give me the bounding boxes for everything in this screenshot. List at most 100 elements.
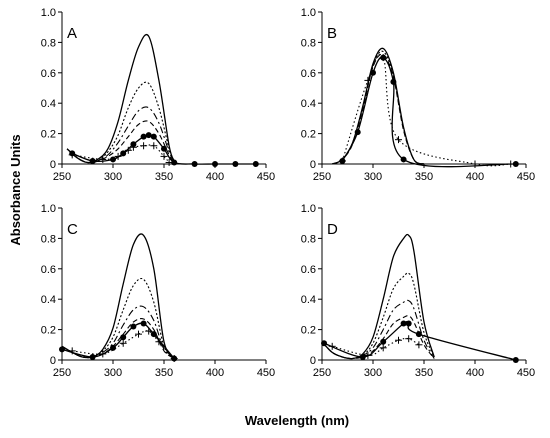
data-point-circle bbox=[232, 161, 239, 167]
series-line-solid bbox=[61, 233, 175, 359]
y-tick-label: 0.2 bbox=[41, 325, 56, 337]
y-tick-label: 0.2 bbox=[301, 129, 316, 141]
y-tick-label: 0.8 bbox=[301, 233, 316, 245]
data-point-plus bbox=[338, 157, 346, 165]
data-point-circle bbox=[150, 133, 157, 140]
y-tick-label: 0.4 bbox=[301, 294, 316, 306]
panel-label: A bbox=[67, 25, 77, 42]
data-point-circle bbox=[145, 132, 152, 139]
data-point-plus bbox=[135, 330, 142, 338]
data-point-plus bbox=[99, 155, 107, 163]
panel-label: D bbox=[327, 221, 338, 238]
data-point-plus bbox=[379, 344, 387, 352]
y-tick-label: 1.0 bbox=[301, 7, 316, 19]
y-tick-label: 0.4 bbox=[301, 98, 316, 110]
data-point-circle bbox=[59, 346, 65, 353]
data-point-plus bbox=[68, 347, 76, 355]
panel-d: 0 0.2 0.4 0.6 0.8 1.0 250 300 350 400 450 D bbox=[301, 203, 535, 379]
data-point-plus bbox=[114, 152, 122, 160]
panel-label: C bbox=[67, 221, 78, 238]
data-point-plus bbox=[140, 142, 148, 150]
panel-b: 0 0.2 0.4 0.6 0.8 1.0 250 300 350 400 450 B bbox=[301, 7, 535, 183]
data-point-plus bbox=[160, 152, 168, 160]
series-line-dotted bbox=[61, 277, 175, 359]
x-tick-label: 450 bbox=[257, 367, 275, 379]
x-tick-label: 300 bbox=[104, 367, 122, 379]
y-tick-label: 0.8 bbox=[41, 233, 56, 245]
data-point-circle bbox=[140, 320, 147, 327]
data-point-circle bbox=[252, 161, 259, 167]
x-tick-label: 250 bbox=[313, 367, 331, 379]
x-tick-label: 400 bbox=[206, 171, 224, 183]
y-tick-label: 1.0 bbox=[41, 7, 56, 19]
series-line-solid bbox=[331, 47, 425, 165]
x-axis-label: Wavelength (nm) bbox=[245, 413, 349, 428]
y-tick-label: 0 bbox=[310, 355, 316, 367]
series-line-dotted bbox=[331, 50, 425, 165]
x-tick-label: 400 bbox=[206, 367, 224, 379]
chart-panels: 0 0.2 0.4 0.6 0.8 1.0 250 300 350 400 450 A 0 0.2 0.4 0… bbox=[41, 7, 535, 379]
x-tick-label: 450 bbox=[257, 171, 275, 183]
data-point-plus bbox=[165, 158, 173, 166]
series-line-solid bbox=[66, 33, 175, 164]
y-tick-label: 0 bbox=[50, 355, 56, 367]
x-tick-label: 400 bbox=[466, 367, 484, 379]
data-point-plus bbox=[155, 338, 163, 346]
data-point-circle bbox=[150, 331, 157, 338]
y-tick-label: 0 bbox=[50, 159, 56, 171]
y-tick-label: 0.2 bbox=[301, 325, 316, 337]
data-point-plus bbox=[129, 143, 137, 151]
data-point-plus bbox=[68, 151, 76, 159]
x-tick-label: 250 bbox=[53, 171, 71, 183]
panel-label: B bbox=[327, 25, 337, 42]
data-point-circle bbox=[130, 323, 137, 330]
data-point-circle bbox=[161, 145, 167, 152]
series-line-dashed bbox=[66, 120, 175, 164]
x-tick-label: 250 bbox=[313, 171, 331, 183]
data-point-plus bbox=[395, 136, 402, 144]
data-point-plus bbox=[145, 327, 153, 335]
data-point-circle bbox=[380, 338, 387, 345]
x-tick-label: 450 bbox=[517, 171, 535, 183]
series-line-solid bbox=[321, 233, 435, 360]
data-point-circle bbox=[354, 129, 361, 136]
x-tick-label: 350 bbox=[415, 171, 433, 183]
data-point-plus bbox=[364, 351, 372, 359]
data-point-plus bbox=[364, 76, 372, 84]
series-line-dashed bbox=[61, 318, 175, 359]
y-axis-label: Absorbance Units bbox=[8, 134, 23, 245]
x-tick-label: 350 bbox=[415, 367, 433, 379]
panel-a: 0 0.2 0.4 0.6 0.8 1.0 250 300 350 400 450 A bbox=[41, 7, 275, 183]
data-point-plus bbox=[99, 350, 107, 358]
panel-c: 0 0.2 0.4 0.6 0.8 1.0 250 300 350 400 450 C bbox=[41, 203, 275, 379]
y-tick-label: 0.6 bbox=[41, 264, 56, 276]
series-line-dotted-plus bbox=[341, 54, 511, 167]
data-point-plus bbox=[170, 354, 178, 362]
data-point-circle bbox=[390, 78, 397, 85]
x-tick-label: 400 bbox=[466, 171, 484, 183]
x-tick-label: 300 bbox=[364, 171, 382, 183]
x-tick-label: 350 bbox=[155, 367, 173, 379]
data-point-circle bbox=[89, 157, 96, 164]
data-point-plus bbox=[379, 54, 387, 62]
data-point-plus bbox=[507, 160, 515, 168]
y-tick-label: 1.0 bbox=[301, 203, 316, 215]
x-tick-label: 350 bbox=[155, 171, 173, 183]
data-point-plus bbox=[119, 339, 127, 347]
data-point-circle bbox=[140, 133, 147, 140]
data-point-plus bbox=[328, 342, 336, 350]
data-point-circle bbox=[400, 156, 407, 163]
data-point-circle bbox=[512, 161, 519, 167]
y-tick-label: 0.6 bbox=[41, 68, 56, 80]
series-line-dashdot bbox=[61, 305, 175, 359]
data-point-circle bbox=[359, 353, 366, 360]
y-tick-label: 0.8 bbox=[41, 37, 56, 49]
data-point-plus bbox=[124, 146, 132, 154]
data-point-circle bbox=[110, 156, 116, 163]
y-tick-label: 0.4 bbox=[41, 294, 56, 306]
series-line-solid-circle bbox=[341, 56, 516, 168]
data-point-circle bbox=[89, 353, 96, 360]
data-point-circle bbox=[512, 357, 519, 363]
data-point-circle bbox=[191, 161, 198, 167]
data-point-circle bbox=[321, 340, 328, 347]
